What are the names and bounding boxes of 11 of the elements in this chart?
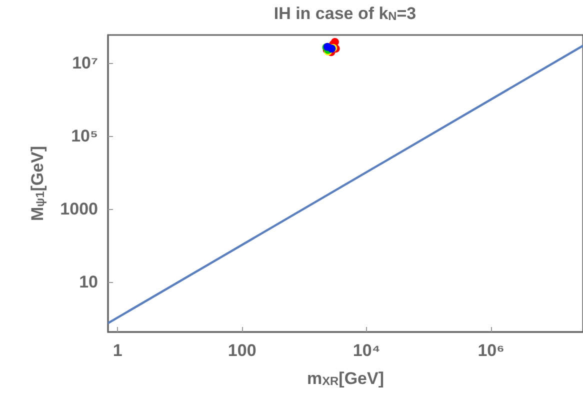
x-axis-title: mXR[GeV]	[307, 369, 384, 388]
chart-title: IH in case of kN=3	[274, 4, 416, 24]
x-tick-label: 10⁴	[352, 341, 380, 360]
y-tick-label: 1000	[60, 200, 98, 219]
y-axis-title: Mψ1[GeV]	[28, 146, 47, 222]
x-tick-label: 100	[228, 341, 256, 360]
y-tick-label: 10⁵	[71, 126, 98, 146]
x-tick-label: 10⁶	[478, 341, 504, 360]
x-tick-label: 1	[112, 341, 122, 360]
y-tick-label: 10	[79, 272, 98, 292]
y-tick-label: 10⁷	[72, 54, 98, 73]
